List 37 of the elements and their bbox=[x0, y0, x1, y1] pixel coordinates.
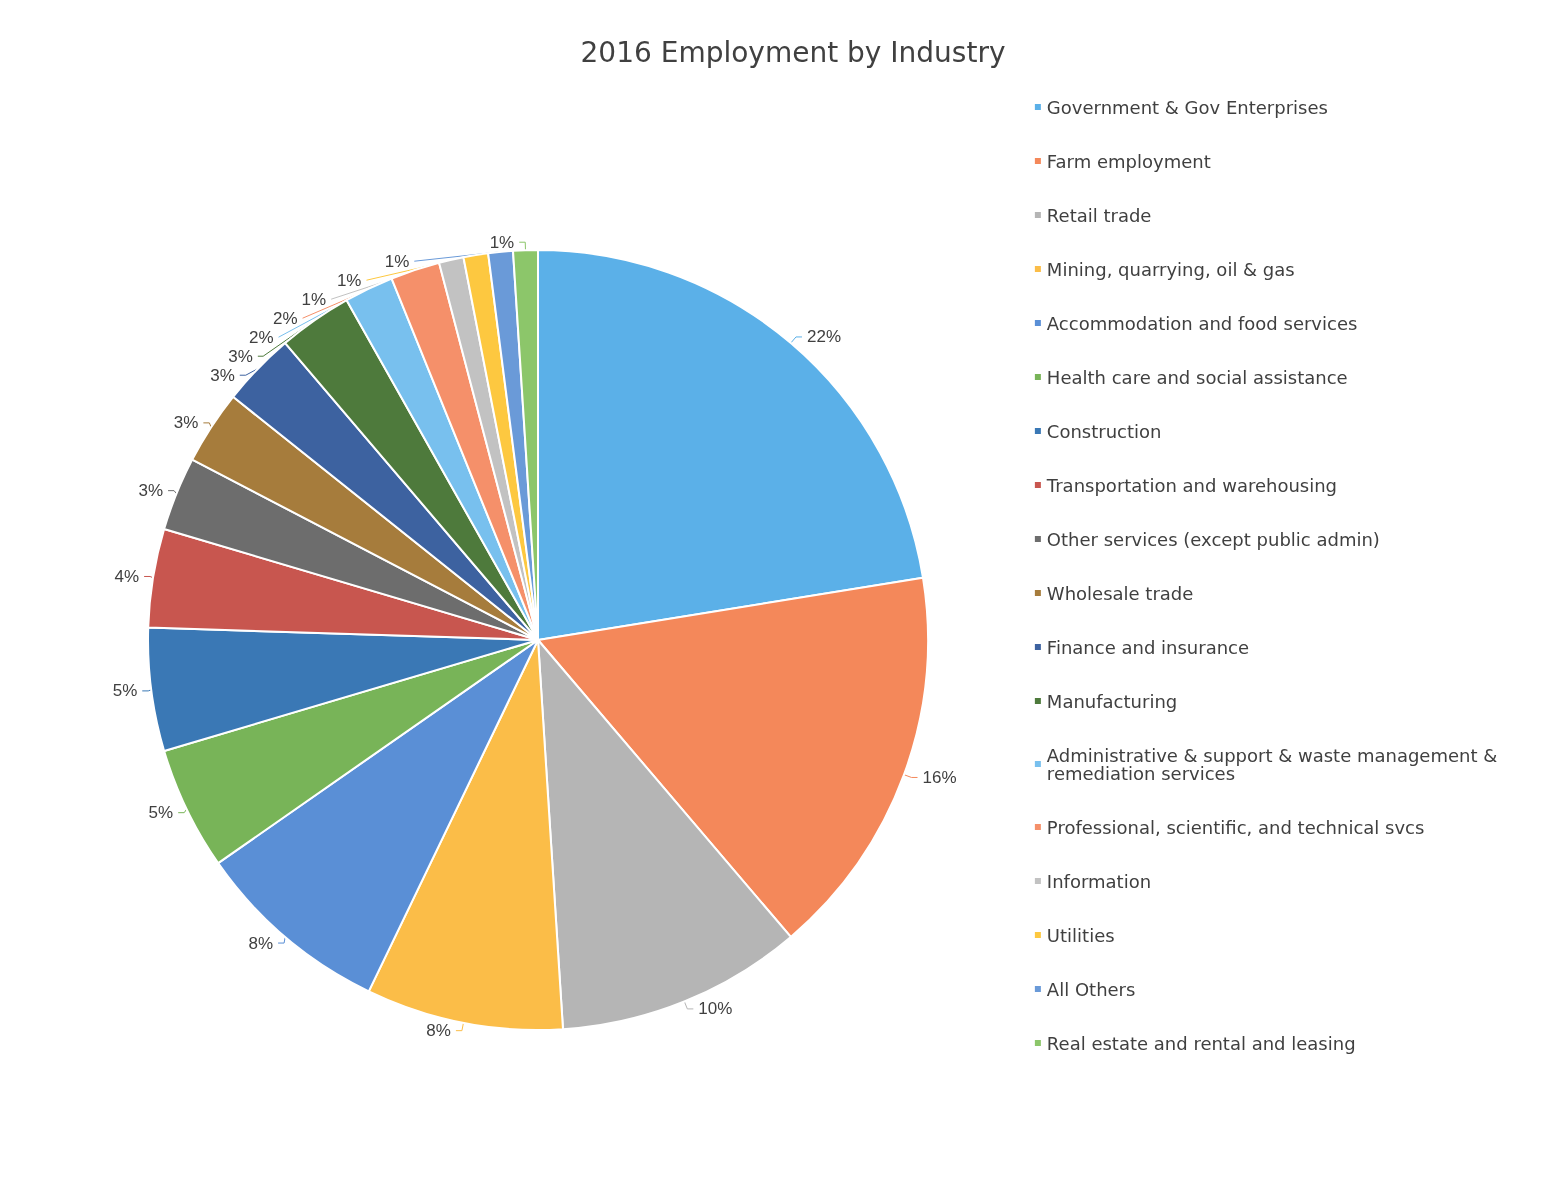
data-label: 3% bbox=[138, 481, 164, 501]
legend-label: Utilities bbox=[1046, 924, 1115, 946]
legend-label: Manufacturing bbox=[1046, 690, 1178, 712]
data-label: 1% bbox=[384, 251, 410, 271]
legend-label: Government & Gov Enterprises bbox=[1046, 96, 1328, 118]
legend-label: Transportation and warehousing bbox=[1045, 474, 1338, 496]
data-label: 1% bbox=[336, 270, 362, 290]
data-label: 2% bbox=[248, 327, 274, 347]
legend-label: Administrative & support & waste management & remediation services bbox=[1046, 744, 1504, 784]
legend-label: Health care and social assistance bbox=[1046, 366, 1348, 388]
legend-label: All Others bbox=[1046, 978, 1136, 1000]
data-label: 8% bbox=[248, 933, 274, 953]
legend-label: Other services (except public admin) bbox=[1046, 528, 1380, 550]
data-label: 4% bbox=[114, 566, 140, 586]
legend-label: Wholesale trade bbox=[1046, 582, 1194, 604]
chart-title: 2016 Employment by Industry bbox=[580, 35, 1006, 69]
data-label: 3% bbox=[228, 346, 253, 366]
data-label: 3% bbox=[173, 413, 199, 433]
legend-label: Mining, quarrying, oil & gas bbox=[1046, 258, 1295, 280]
data-label: 5% bbox=[148, 803, 174, 823]
data-label: 3% bbox=[210, 365, 235, 385]
legend-label: Retail trade bbox=[1046, 204, 1152, 226]
legend-label: Construction bbox=[1046, 420, 1162, 442]
legend-label: Farm employment bbox=[1046, 150, 1211, 172]
data-label: 22% bbox=[806, 327, 842, 347]
legend-label: Accommodation and food services bbox=[1046, 312, 1358, 334]
data-label: 10% bbox=[698, 999, 733, 1019]
legend-label: Finance and insurance bbox=[1046, 636, 1250, 658]
legend-label: Real estate and rental and leasing bbox=[1046, 1032, 1356, 1054]
data-label: 2% bbox=[273, 308, 298, 328]
data-label: 8% bbox=[426, 1021, 451, 1041]
legend-label: Professional, scientific, and technical svcs bbox=[1046, 816, 1425, 838]
data-label: 5% bbox=[112, 681, 138, 701]
data-label: 1% bbox=[301, 289, 327, 309]
data-label: 16% bbox=[922, 767, 957, 787]
legend-label: Information bbox=[1046, 870, 1152, 892]
data-label: 1% bbox=[489, 232, 515, 252]
